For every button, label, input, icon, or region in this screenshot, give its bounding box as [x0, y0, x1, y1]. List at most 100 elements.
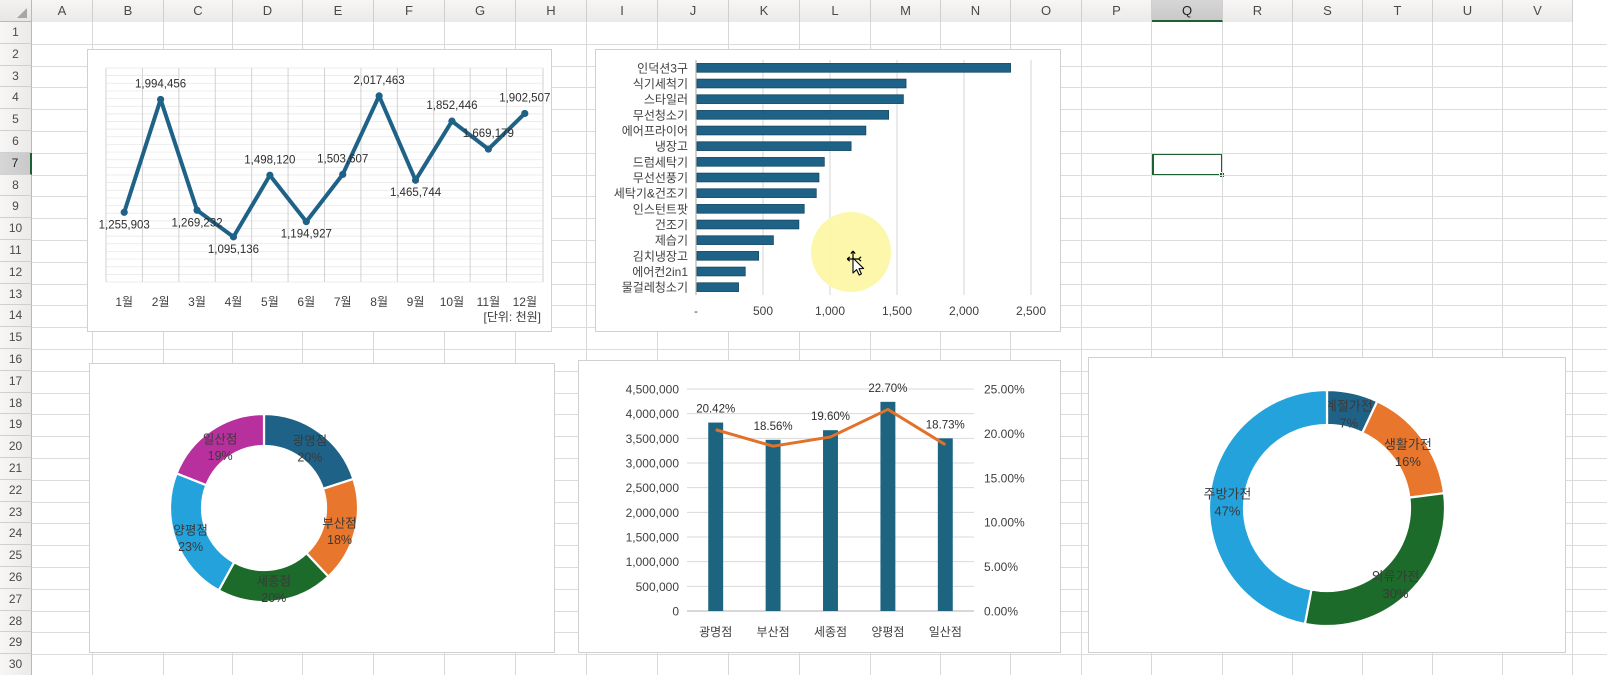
line-data-label: 1,852,446	[426, 100, 477, 112]
bar-category-label: 인스턴트팟	[633, 202, 688, 216]
row-header-14[interactable]: 14	[0, 305, 32, 328]
combo-left-tick-label: 4,000,000	[626, 407, 680, 421]
column-header-l[interactable]: L	[800, 0, 871, 22]
row-header-11[interactable]: 11	[0, 239, 32, 262]
column-header-a[interactable]: A	[32, 0, 93, 22]
grid-line-vertical	[232, 22, 233, 675]
grid-line-vertical	[799, 22, 800, 675]
grid-line-vertical	[302, 22, 303, 675]
select-all-corner[interactable]	[0, 0, 32, 22]
grid-line-vertical	[163, 22, 164, 675]
column-header-e[interactable]: E	[303, 0, 374, 22]
grid-line-vertical	[728, 22, 729, 675]
row-header-30[interactable]: 30	[0, 654, 32, 675]
row-header-4[interactable]: 4	[0, 87, 32, 110]
row-header-18[interactable]: 18	[0, 392, 32, 415]
column-header-m[interactable]: M	[871, 0, 941, 22]
row-header-24[interactable]: 24	[0, 523, 32, 546]
column-header-h[interactable]: H	[516, 0, 587, 22]
chart-category-share-donut[interactable]: 계절가전 7% 생활가전 16% 의류가전 30% 주방가전 47%	[1088, 357, 1566, 653]
column-header-q[interactable]: Q	[1152, 0, 1223, 22]
row-header-10[interactable]: 10	[0, 218, 32, 240]
grid-line-vertical	[586, 22, 587, 675]
column-header-r[interactable]: R	[1223, 0, 1293, 22]
grid-line-vertical	[515, 22, 516, 675]
row-header-25[interactable]: 25	[0, 545, 32, 567]
line-x-tick-label: 4월	[225, 295, 243, 309]
line-data-label: 1,465,744	[390, 187, 442, 199]
column-header-n[interactable]: N	[941, 0, 1011, 22]
row-header-13[interactable]: 13	[0, 283, 32, 306]
bar-category-label: 물걸레청소기	[622, 281, 688, 295]
row-header-2[interactable]: 2	[0, 43, 32, 66]
donut-slice-label: 양평점	[173, 523, 208, 537]
column-header-t[interactable]: T	[1363, 0, 1433, 22]
row-header-26[interactable]: 26	[0, 566, 32, 589]
row-header-27[interactable]: 27	[0, 588, 32, 611]
row-header-7[interactable]: 7	[0, 152, 32, 175]
row-header-3[interactable]: 3	[0, 65, 32, 88]
column-header-i[interactable]: I	[587, 0, 658, 22]
row-header-8[interactable]: 8	[0, 174, 32, 197]
donut-slice-percent: 20%	[297, 450, 322, 464]
row-header-6[interactable]: 6	[0, 130, 32, 153]
combo-right-tick-label: 15.00%	[984, 471, 1025, 485]
column-header-j[interactable]: J	[658, 0, 729, 22]
bar	[696, 235, 774, 245]
column-header-p[interactable]: P	[1082, 0, 1152, 22]
column-header-c[interactable]: C	[164, 0, 233, 22]
grid-line-vertical	[1292, 22, 1293, 675]
combo-percent-label: 18.56%	[754, 421, 793, 433]
line-x-tick-label: 10월	[440, 295, 464, 309]
chart-store-sales-combo[interactable]: 0 500,000 1,000,000 1,500,000 2,000,000 2,500…	[578, 360, 1061, 653]
row-header-22[interactable]: 22	[0, 479, 32, 502]
line-x-tick-label: 2월	[152, 295, 170, 309]
column-header-g[interactable]: G	[445, 0, 516, 22]
row-header-29[interactable]: 29	[0, 632, 32, 655]
donut-slice-percent: 7%	[1339, 415, 1358, 430]
column-header-o[interactable]: O	[1011, 0, 1082, 22]
row-header-1[interactable]: 1	[0, 22, 32, 44]
bar-x-tick-label: 500	[753, 304, 773, 318]
column-header-u[interactable]: U	[1433, 0, 1503, 22]
row-header-bar[interactable]: 1 2 3 4 5 6 7 8 9 10 11 12 13 14 15 16 17 18 19 20 21 22 23 24 2…	[0, 22, 32, 675]
line-x-tick-label: 5월	[261, 295, 279, 309]
bar-category-label: 에어컨2in1	[632, 265, 688, 279]
combo-left-tick-label: 1,000,000	[626, 555, 680, 569]
column-header-v[interactable]: V	[1503, 0, 1573, 22]
row-header-12[interactable]: 12	[0, 261, 32, 284]
row-header-19[interactable]: 19	[0, 414, 32, 437]
column-header-f[interactable]: F	[374, 0, 445, 22]
chart-store-share-donut[interactable]: 광명점 20% 부산점 18% 세종점 20% 양평점 23% 일산점 19%	[89, 363, 555, 653]
row-header-9[interactable]: 9	[0, 196, 32, 219]
row-header-16[interactable]: 16	[0, 348, 32, 371]
line-data-label: 1,902,507	[499, 92, 550, 104]
combo-bar	[823, 430, 838, 611]
chart-monthly-sales-line[interactable]: 1,255,903 1,994,456 1,269,232 1,095,136 1,49…	[87, 49, 552, 332]
column-header-d[interactable]: D	[233, 0, 303, 22]
row-header-28[interactable]: 28	[0, 610, 32, 633]
row-header-20[interactable]: 20	[0, 436, 32, 458]
line-x-tick-label: 6월	[297, 295, 315, 309]
donut-slice-label: 세종점	[257, 574, 292, 588]
grid-line-vertical	[940, 22, 941, 675]
bar-x-tick-label: 1,500	[882, 304, 912, 318]
column-header-s[interactable]: S	[1293, 0, 1363, 22]
combo-x-tick-label: 세종점	[814, 625, 847, 639]
line-data-label: 1,669,179	[463, 128, 514, 140]
donut-slice-label: 계절가전	[1325, 398, 1373, 413]
active-cell-selection[interactable]	[1152, 153, 1225, 178]
line-x-tick-label: 1월	[115, 295, 133, 309]
bar	[696, 141, 852, 151]
column-header-k[interactable]: K	[729, 0, 800, 22]
row-header-5[interactable]: 5	[0, 109, 32, 131]
column-header-b[interactable]: B	[93, 0, 164, 22]
chart-product-ranking-bar[interactable]: 인덕션3구 식기세척기 스타일러 무선청소기 에어프라이어 냉장고 드럼세탁기 무선선풍기 세탁…	[595, 49, 1061, 332]
row-header-17[interactable]: 17	[0, 370, 32, 393]
row-header-21[interactable]: 21	[0, 457, 32, 480]
bar-x-tick-label: -	[694, 304, 698, 318]
row-header-15[interactable]: 15	[0, 327, 32, 349]
row-header-23[interactable]: 23	[0, 501, 32, 524]
